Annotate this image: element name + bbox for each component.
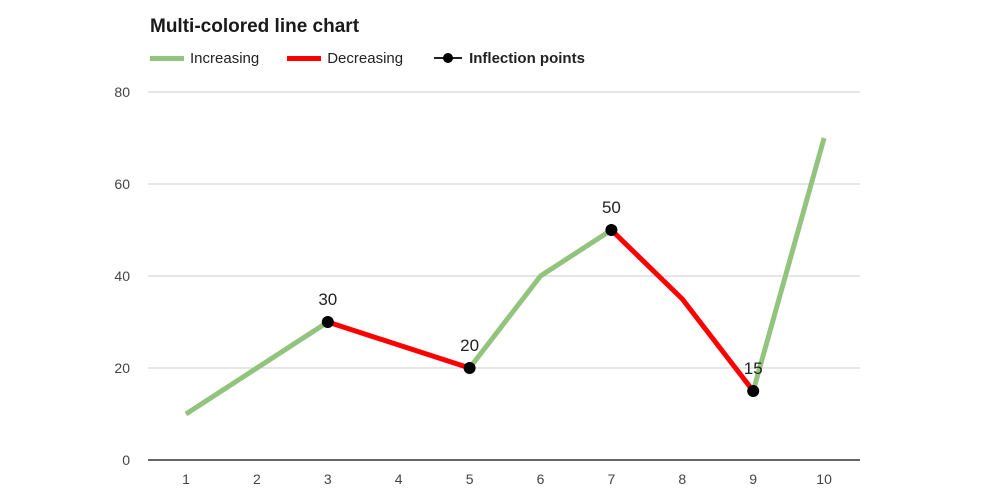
line-segment-decreasing-4 [609, 228, 756, 393]
inflection-point-x9 [747, 385, 760, 397]
x-tick-label-2: 2 [253, 471, 261, 487]
data-label-x3: 30 [318, 290, 337, 309]
data-label-x9: 15 [744, 359, 763, 378]
y-tick-label-40: 40 [114, 268, 130, 284]
x-tick-label-7: 7 [608, 471, 616, 487]
line-segment-increasing-3 [467, 227, 613, 370]
x-tick-label-10: 10 [816, 471, 832, 487]
chart-title: Multi-colored line chart [150, 16, 360, 37]
y-tick-label-20: 20 [114, 360, 130, 376]
y-tick-label-0: 0 [122, 452, 130, 468]
x-tick-label-3: 3 [324, 471, 332, 487]
line-segment-increasing-1 [184, 319, 330, 417]
inflection-point-x5 [463, 362, 476, 374]
legend: Increasing Decreasing Inflection points [150, 47, 613, 69]
legend-label-decreasing: Decreasing [327, 49, 404, 67]
x-tick-label-5: 5 [466, 471, 474, 487]
legend-item-decreasing: Decreasing [287, 50, 403, 67]
x-tick-label-8: 8 [678, 471, 686, 487]
legend-item-inflection-points: Inflection points [431, 50, 585, 67]
inflection-point-x7 [605, 224, 618, 236]
y-tick-label-60: 60 [114, 176, 130, 192]
legend-marker-inflection-points [431, 52, 465, 64]
legend-label-inflection-points: Inflection points [469, 49, 585, 67]
x-tick-label-1: 1 [182, 471, 190, 487]
data-label-x7: 50 [602, 198, 621, 217]
data-label-x5: 20 [460, 336, 479, 355]
x-tick-label-9: 9 [749, 471, 757, 487]
line-segment-decreasing-2 [327, 319, 471, 371]
x-tick-label-6: 6 [537, 471, 545, 487]
inflection-point-x3 [321, 316, 334, 328]
legend-swatch-increasing [150, 55, 184, 61]
legend-swatch-decreasing [287, 55, 322, 61]
legend-label-increasing: Increasing [190, 49, 260, 67]
x-tick-label-4: 4 [395, 471, 403, 487]
legend-item-increasing: Increasing [150, 50, 259, 67]
line-segment-increasing-5 [750, 137, 827, 392]
y-tick-label-80: 80 [114, 84, 130, 100]
